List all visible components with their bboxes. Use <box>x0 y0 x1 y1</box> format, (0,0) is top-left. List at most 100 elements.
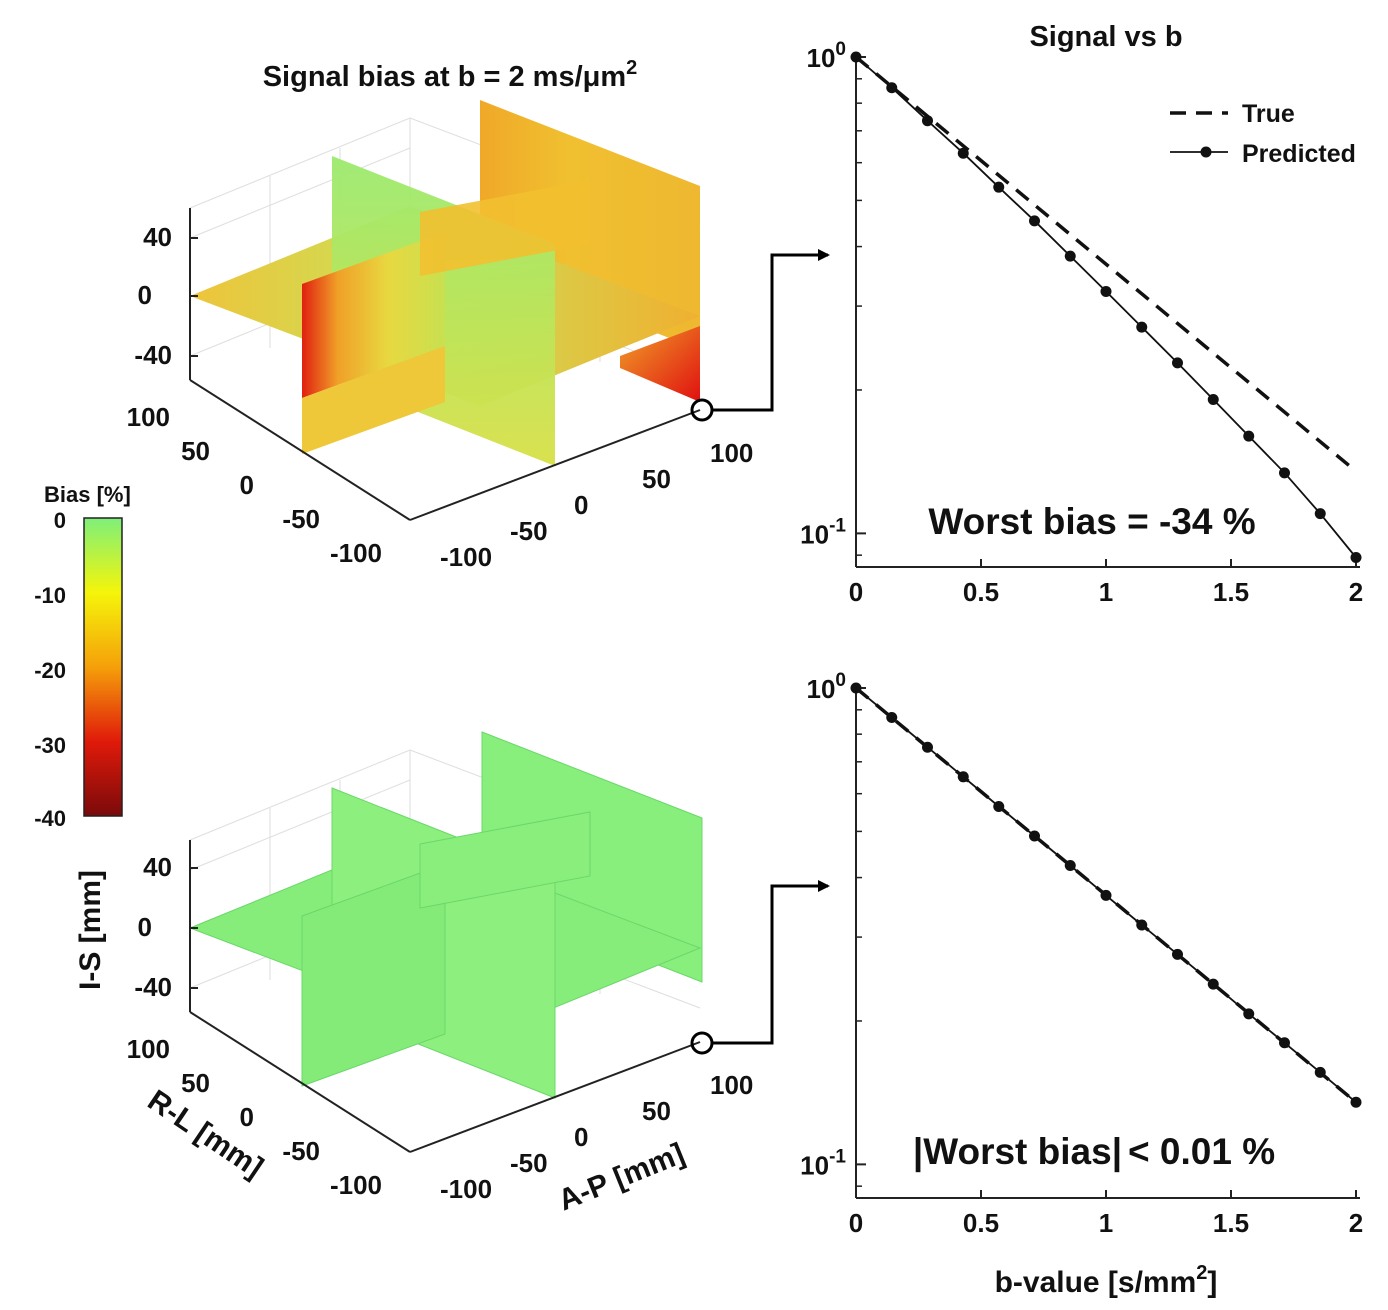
data-point <box>1243 430 1255 442</box>
data-point <box>1314 1066 1326 1078</box>
ap-tick-label: 50 <box>642 1096 671 1126</box>
data-point <box>1100 285 1112 297</box>
colorbar-gradient <box>83 517 123 817</box>
colorbar: Bias [%] 0 -10 -20 -30 -40 <box>34 482 131 831</box>
x-tick-label: 1.5 <box>1213 577 1249 607</box>
ap-tick-label: -50 <box>510 1148 548 1178</box>
chart-title: Signal vs b <box>1029 21 1182 53</box>
signal-chart-top: 0 0.5 1 1.5 2 10-1 100 Signal vs b Worst bias = … <box>800 21 1363 607</box>
rl-axis-label: R-L [mm] <box>142 1084 269 1185</box>
ap-tick-label: 50 <box>642 464 671 494</box>
is-tick-marks <box>190 867 198 989</box>
callout-arrow <box>712 880 830 1045</box>
signal-chart-bottom: 0 0.5 1 1.5 2 10-1 100 |Worst bias| < 0.01 % b-va… <box>800 670 1363 1299</box>
x-tick-label: 0.5 <box>963 577 999 607</box>
data-point <box>850 51 862 63</box>
x-tick-label: 0 <box>849 1208 863 1238</box>
is-axis-label: I-S [mm] <box>74 870 107 990</box>
rl-tick-label: 100 <box>127 402 170 432</box>
colorbar-tick: -20 <box>34 658 66 683</box>
worst-bias-annotation: Worst bias = -34 % <box>928 501 1255 542</box>
data-point <box>1172 948 1183 960</box>
x-tick-label: 2 <box>1349 577 1363 607</box>
ap-tick-label: 100 <box>710 1070 753 1100</box>
x-tick-label: 2 <box>1349 1208 1363 1238</box>
ap-tick-label: -100 <box>440 1174 492 1204</box>
rl-tick-label: -50 <box>282 504 320 534</box>
rl-tick-label: 50 <box>181 1068 210 1098</box>
data-point <box>1243 1008 1255 1020</box>
ap-tick-label: -50 <box>510 516 548 546</box>
colorbar-tick: -10 <box>34 583 66 608</box>
data-point <box>850 682 862 694</box>
rl-tick-label: -50 <box>282 1136 320 1166</box>
box-axes <box>189 208 701 521</box>
colorbar-tick: -40 <box>34 806 66 831</box>
data-point <box>1350 551 1362 563</box>
is-tick-marks <box>190 237 198 357</box>
colorbar-label: Bias [%] <box>44 482 131 507</box>
data-point <box>922 115 933 127</box>
colorbar-tick: -30 <box>34 733 66 758</box>
ap-tick-label: 0 <box>574 1122 588 1152</box>
x-tick-label: 0.5 <box>963 1208 999 1238</box>
bias-slices <box>188 731 703 1099</box>
data-point <box>1279 467 1290 479</box>
rl-tick-label: 0 <box>240 470 254 500</box>
data-point <box>993 181 1005 193</box>
y-tick-label: 100 <box>807 39 847 73</box>
rl-tick-label: -100 <box>330 1170 382 1200</box>
is-tick-label: -40 <box>134 340 172 370</box>
data-point <box>886 712 898 724</box>
ap-tick-label: 0 <box>574 490 588 520</box>
ap-tick-label: 100 <box>710 438 753 468</box>
y-tick-label: 10-1 <box>800 515 846 549</box>
slice-title: Signal bias at b = 2 ms/μm2 <box>263 57 638 93</box>
bias-slices <box>190 100 700 466</box>
x-axis-label: b-value [s/mm2] <box>995 1262 1218 1299</box>
legend-marker-predicted <box>1200 146 1212 158</box>
y-tick-label: 100 <box>807 670 847 704</box>
slice-plot-top: Signal bias at b = 2 ms/μm2 <box>127 57 830 572</box>
data-point <box>1207 393 1219 405</box>
rl-tick-label: -100 <box>330 538 382 568</box>
rl-tick-label: 100 <box>127 1034 170 1064</box>
rl-tick-label: 0 <box>240 1102 254 1132</box>
legend-label-true: True <box>1242 100 1295 128</box>
y-tick-label: 10-1 <box>800 1146 846 1180</box>
is-tick-label: 40 <box>143 222 172 252</box>
x-tick-label: 1 <box>1099 577 1113 607</box>
x-tick-label: 1.5 <box>1213 1208 1249 1238</box>
rl-tick-label: 50 <box>181 436 210 466</box>
series-line-true <box>854 55 1358 473</box>
worst-bias-annotation: |Worst bias| < 0.01 % <box>913 1131 1275 1173</box>
data-point <box>1136 919 1148 931</box>
colorbar-tick: 0 <box>54 508 66 533</box>
is-tick-label: 0 <box>138 912 152 942</box>
data-point <box>1314 508 1326 520</box>
data-point <box>886 82 898 94</box>
is-tick-label: 40 <box>143 852 172 882</box>
data-point <box>1064 860 1076 872</box>
slice-plot-bottom: 40 0 -40 I-S [mm] 100 50 0 -50 -100 R-L … <box>74 731 830 1217</box>
data-point <box>1207 978 1219 990</box>
data-point <box>1029 830 1040 842</box>
is-tick-label: -40 <box>134 972 172 1002</box>
callout-arrow <box>712 249 830 412</box>
ap-tick-label: -100 <box>440 542 492 572</box>
series-line-predicted <box>855 56 1357 559</box>
data-point <box>957 771 969 783</box>
data-point <box>1172 357 1183 369</box>
is-tick-label: 0 <box>138 280 152 310</box>
data-point <box>922 741 933 753</box>
data-point <box>1350 1096 1362 1108</box>
data-point <box>1100 889 1112 901</box>
data-point <box>1064 250 1076 262</box>
data-point <box>1279 1037 1290 1049</box>
data-point <box>957 147 969 159</box>
x-tick-label: 0 <box>849 577 863 607</box>
data-point <box>993 800 1005 812</box>
data-point <box>1136 321 1148 333</box>
x-tick-label: 1 <box>1099 1208 1113 1238</box>
